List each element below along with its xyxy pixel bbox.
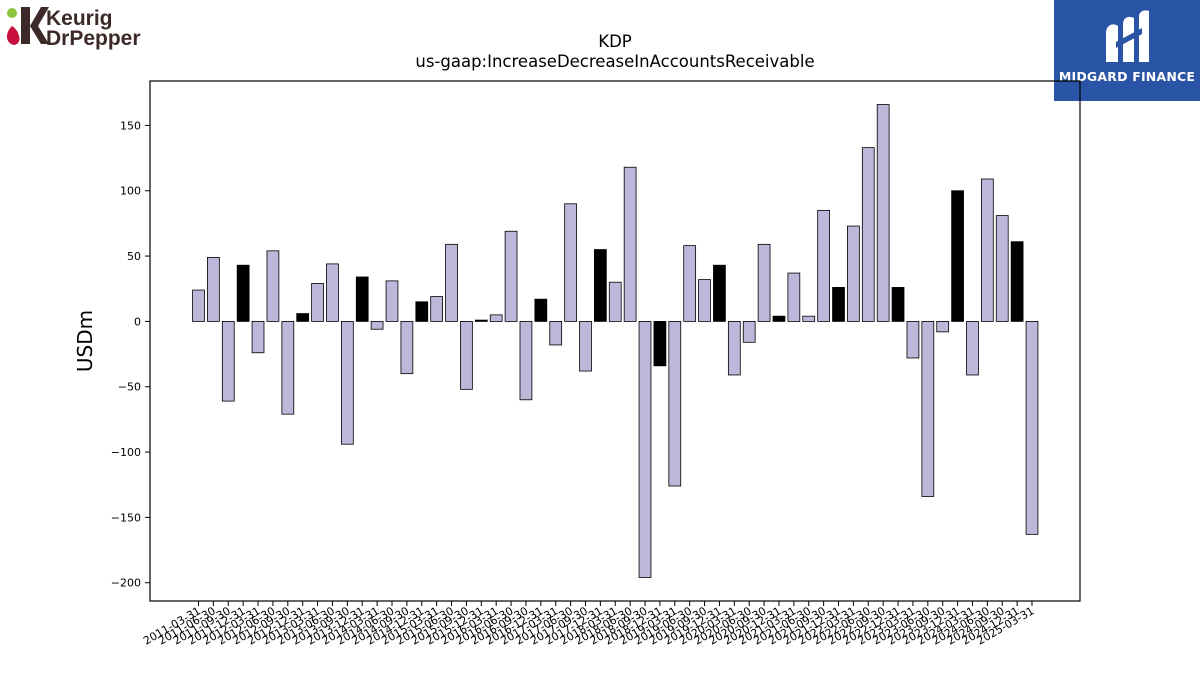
bar	[980, 178, 994, 322]
bar	[966, 320, 979, 376]
bar	[311, 283, 324, 322]
midgard-m-icon	[1106, 10, 1149, 62]
bar	[876, 104, 890, 322]
bar	[638, 320, 652, 578]
bar	[608, 281, 622, 322]
y-tick-label: −50	[118, 381, 141, 394]
bar	[817, 209, 830, 322]
bar	[802, 315, 816, 322]
bar	[683, 245, 697, 322]
bar	[772, 315, 786, 322]
y-tick-label: 150	[120, 119, 141, 132]
y-tick-label: −200	[111, 577, 141, 590]
bar	[236, 264, 250, 322]
bar	[445, 243, 458, 322]
bar	[549, 320, 563, 346]
bar	[489, 314, 503, 322]
bar	[787, 272, 801, 322]
bar	[296, 313, 310, 322]
y-tick-label: 100	[120, 185, 141, 198]
y-tick-label: −150	[111, 511, 141, 524]
bar	[340, 320, 354, 445]
y-axis-label: USDm	[73, 310, 97, 372]
bar	[623, 166, 637, 322]
bar	[668, 320, 682, 487]
bar	[192, 289, 205, 322]
logo-green-dot	[7, 8, 17, 18]
bar	[564, 203, 577, 322]
bar	[207, 256, 220, 322]
bar	[921, 320, 935, 497]
y-tick-label: 50	[127, 250, 141, 263]
bar	[906, 320, 920, 359]
bar	[385, 280, 399, 322]
keurig-drpepper-logo: Keurig DrPepper	[6, 7, 141, 50]
bar	[281, 320, 295, 415]
bar	[400, 320, 414, 375]
bar	[594, 249, 607, 322]
bar	[221, 320, 235, 402]
midgard-finance-wordmark: MIDGARD FINANCE	[1058, 69, 1196, 84]
bar	[1010, 241, 1024, 322]
bar	[460, 320, 473, 390]
bar	[951, 190, 964, 322]
bar	[847, 225, 860, 322]
bar	[936, 320, 950, 333]
bar	[1025, 320, 1039, 535]
bars-group	[192, 104, 1039, 578]
chart-subtitle: us-gaap:IncreaseDecreaseInAccountsReceiv…	[415, 52, 815, 71]
midgard-finance-logo: MIDGARD FINANCE	[1054, 0, 1200, 101]
bar	[891, 287, 905, 322]
bar	[861, 147, 875, 322]
bar	[355, 276, 369, 322]
bar	[757, 243, 771, 322]
bar	[713, 264, 726, 322]
logo-k-mark	[21, 7, 49, 44]
bar	[534, 298, 548, 322]
bar	[742, 320, 756, 343]
y-tick-label: 0	[134, 315, 141, 328]
bar	[430, 296, 444, 322]
bar	[832, 287, 845, 322]
bar	[474, 319, 488, 322]
bar	[519, 320, 533, 401]
chart-title: KDP	[598, 32, 632, 51]
bar	[653, 320, 667, 367]
y-axis: 150 100 50 0 −50 −100 −150 −200	[111, 119, 150, 590]
bar	[326, 263, 339, 322]
bar	[266, 250, 280, 322]
bar	[727, 320, 741, 376]
bar	[251, 320, 265, 354]
logo-line-keurig: Keurig	[46, 7, 113, 30]
bar	[995, 215, 1009, 322]
bar	[415, 301, 429, 322]
y-tick-label: −100	[111, 446, 141, 459]
bar	[579, 320, 592, 372]
logo-line-drpepper: DrPepper	[46, 27, 141, 50]
bar	[698, 279, 711, 322]
bar	[370, 320, 384, 330]
logo-red-drop	[6, 26, 20, 45]
bar	[504, 230, 518, 322]
x-axis: 2011-03-312011-06-302011-09-302011-12-31…	[141, 601, 1037, 648]
